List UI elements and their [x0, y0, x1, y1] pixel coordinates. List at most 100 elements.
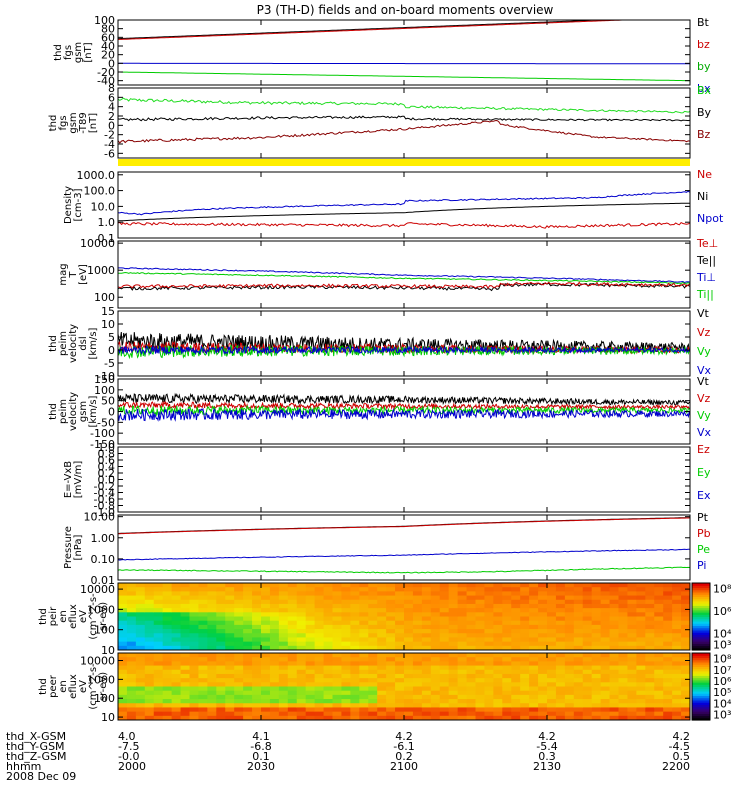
spectrogram-cell: [547, 583, 557, 588]
spectrogram-cell: [305, 699, 316, 704]
spectrogram-cell: [555, 629, 566, 634]
spectrogram-cell: [564, 599, 575, 605]
spectrogram-cell: [636, 711, 646, 717]
spectrogram-cell: [296, 616, 307, 622]
spectrogram-cell: [144, 707, 155, 713]
spectrogram-cell: [439, 608, 450, 613]
spectrogram-cell: [547, 682, 557, 688]
spectrogram-cell: [421, 633, 432, 639]
spectrogram-cell: [547, 715, 557, 720]
spectrogram-cell: [386, 595, 396, 601]
spectrogram-cell: [412, 657, 423, 662]
spectrogram-cell: [287, 686, 298, 692]
spectrogram-cell: [457, 715, 468, 720]
spectrogram-cell: [252, 633, 262, 639]
spectrogram-cell: [216, 599, 226, 605]
spectrogram-cell: [502, 707, 512, 713]
spectrogram-cell: [269, 707, 280, 713]
colorbar-tick-label: 10³: [713, 638, 731, 651]
spectrogram-cell: [332, 703, 343, 709]
spectrogram-cell: [645, 641, 655, 647]
spectrogram-cell: [672, 624, 682, 630]
spectrogram-cell: [672, 633, 682, 639]
spectrogram-cell: [153, 603, 164, 609]
spectrogram-cell: [529, 587, 539, 592]
series-line-fgs-2: [118, 71, 690, 82]
spectrogram-cell: [618, 599, 629, 605]
spectrogram-cell: [144, 633, 155, 639]
spectrogram-cell: [564, 657, 575, 662]
spectrogram-cell: [395, 673, 405, 679]
spectrogram-cell: [484, 686, 494, 692]
spectrogram-cell: [645, 587, 655, 592]
spectrogram-cell: [234, 690, 244, 696]
spectrogram-cell: [627, 707, 637, 713]
spectrogram-cell: [386, 673, 396, 679]
spectrogram-cell: [341, 641, 351, 647]
spectrogram-cell: [663, 678, 673, 683]
spectrogram-cell: [287, 657, 298, 662]
series-line-peim_dsl-3: [118, 344, 690, 356]
spectrogram-cell: [323, 612, 334, 618]
spectrogram-cell: [448, 665, 459, 671]
spectrogram-cell: [448, 694, 459, 700]
spectrogram-cell: [314, 669, 325, 675]
spectrogram-cell: [323, 715, 334, 720]
spectrogram-cell: [609, 612, 620, 618]
spectrogram-cell: [591, 661, 602, 667]
y-tick-label: -10: [97, 370, 115, 383]
spectrogram-cell: [430, 587, 441, 592]
spectrogram-cell: [350, 637, 360, 643]
spectrogram-cell: [582, 620, 593, 626]
spectrogram-cell: [547, 678, 557, 683]
spectrogram-cell: [359, 690, 369, 696]
spectrogram-cell: [225, 608, 235, 613]
spectrogram-cell: [591, 616, 602, 622]
spectrogram-cell: [216, 703, 226, 709]
spectrogram-cell: [377, 608, 387, 613]
spectrogram-cell: [386, 591, 396, 597]
y-tick-label: -5: [104, 357, 115, 370]
spectrogram-cell: [600, 633, 611, 639]
spectrogram-cell: [681, 707, 690, 713]
y-axis-label: thd: [48, 403, 59, 420]
spectrogram-cell: [672, 699, 682, 704]
spectrogram-cell: [457, 690, 468, 696]
spectrogram-cell: [261, 624, 271, 630]
spectrogram-cell: [520, 661, 530, 667]
spectrogram-cell: [663, 690, 673, 696]
spectrogram-cell: [529, 608, 539, 613]
spectrogram-cell: [582, 637, 593, 643]
spectrogram-cell: [395, 624, 405, 630]
spectrogram-cell: [466, 661, 477, 667]
spectrogram-cell: [216, 657, 226, 662]
spectrogram-cell: [198, 616, 208, 622]
spectrogram-cell: [341, 587, 351, 592]
spectrogram-cell: [144, 612, 155, 618]
spectrogram-cell: [475, 637, 486, 643]
spectrogram-cell: [261, 686, 271, 692]
y-tick-label: 6: [108, 91, 115, 104]
y-tick-label: 50: [101, 395, 115, 408]
spectrogram-cell: [457, 599, 468, 605]
spectrogram-cell: [207, 595, 217, 601]
spectrogram-cell: [314, 595, 325, 601]
spectrogram-cell: [386, 686, 396, 692]
spectrogram-cell: [162, 603, 173, 609]
spectrogram-cell: [412, 608, 423, 613]
spectrogram-cell: [350, 715, 360, 720]
spectrogram-cell: [529, 620, 539, 626]
spectrogram-cell: [189, 603, 200, 609]
spectrogram-cell: [618, 690, 629, 696]
spectrogram-cell: [278, 686, 289, 692]
spectrogram-cell: [502, 703, 512, 709]
spectrogram-cell: [180, 699, 191, 704]
spectrogram-cell: [627, 608, 637, 613]
spectrogram-cell: [332, 633, 343, 639]
spectrogram-cell: [305, 682, 316, 688]
spectrogram-cell: [609, 665, 620, 671]
spectrogram-cell: [386, 699, 396, 704]
spectrogram-cell: [252, 599, 262, 605]
spectrogram-cell: [555, 587, 566, 592]
spectrogram-cell: [180, 711, 191, 717]
